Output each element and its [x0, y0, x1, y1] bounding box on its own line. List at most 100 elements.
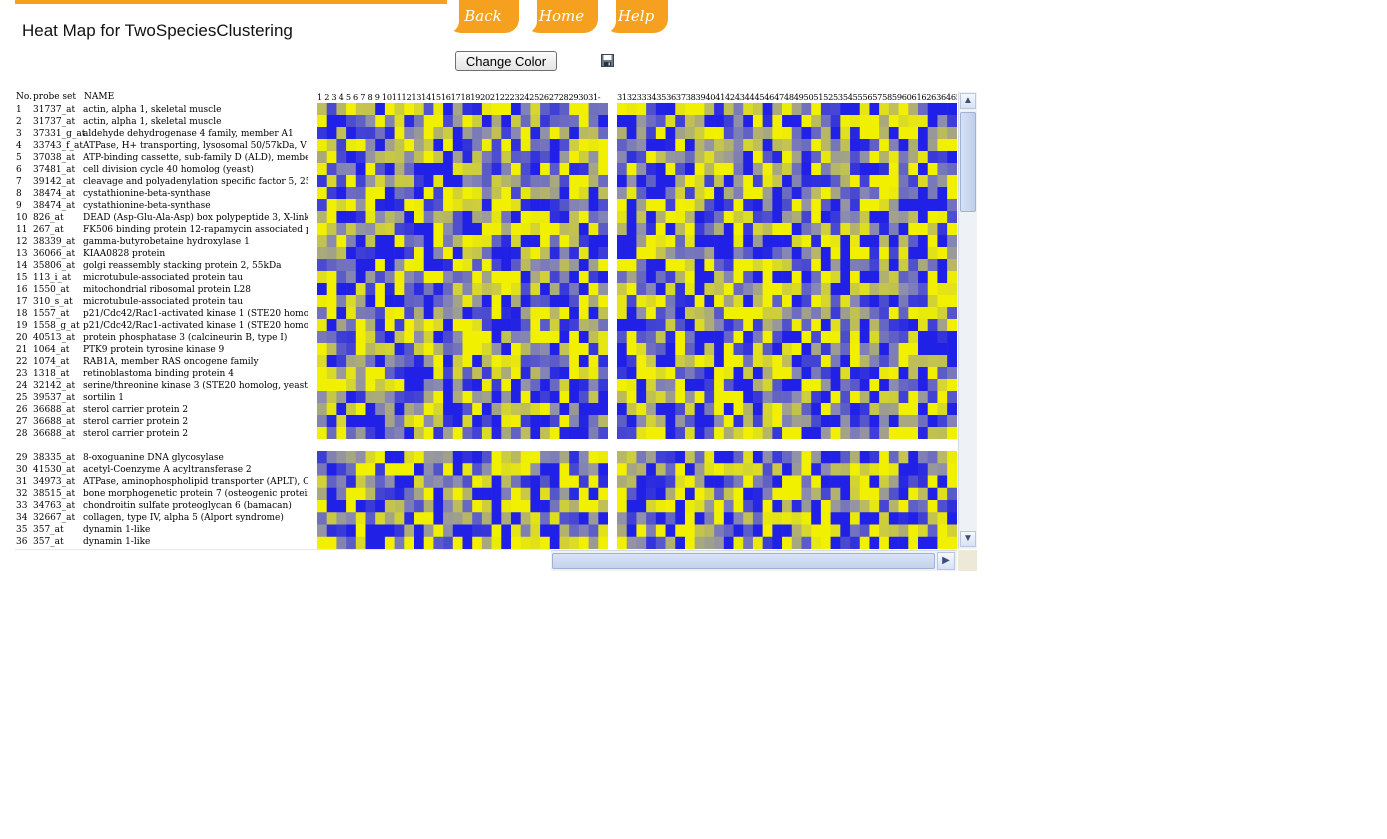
horizontal-scroll-thumb[interactable] — [552, 553, 935, 569]
heatmap-cell — [384, 487, 395, 501]
heatmap-cell — [830, 331, 841, 344]
heatmap-cell — [918, 187, 929, 200]
heatmap-cell — [626, 139, 637, 152]
probe-set: 34763_at — [33, 501, 76, 511]
heatmap-cell — [879, 139, 890, 152]
heatmap-cells — [317, 103, 609, 440]
heatmap-cell — [704, 403, 715, 416]
heatmap-cell — [443, 475, 454, 489]
heatmap-cell — [850, 199, 861, 212]
scroll-down-icon[interactable]: ▼ — [960, 531, 976, 547]
heatmap-cell — [326, 259, 337, 272]
heatmap-cell — [655, 151, 666, 164]
heatmap-cell — [898, 379, 909, 392]
heatmap-cell — [404, 451, 415, 464]
gene-name: PTK9 protein tyrosine kinase 9 — [83, 345, 225, 355]
heatmap-cell — [636, 271, 647, 284]
heatmap-cell — [326, 512, 337, 525]
heatmap-cell — [830, 151, 841, 164]
heatmap-cell — [791, 235, 802, 248]
change-color-button[interactable]: Change Color — [455, 51, 557, 71]
heatmap-cell — [801, 319, 812, 332]
heatmap-cell — [404, 199, 415, 212]
heatmap-cell — [414, 151, 424, 164]
floppy-disk-icon[interactable] — [601, 54, 614, 67]
heatmap-cell — [743, 223, 754, 236]
heatmap-cell — [598, 355, 609, 368]
heatmap-cell — [752, 451, 763, 464]
heatmap-cell — [520, 223, 531, 236]
heatmap-cell — [752, 295, 763, 308]
heatmap-cell — [947, 295, 958, 308]
heatmap-cell — [830, 500, 841, 513]
heatmap-cell — [694, 391, 705, 404]
heatmap-cell — [947, 331, 958, 344]
back-button[interactable]: Back — [447, 0, 519, 33]
heatmap-cell — [598, 536, 609, 550]
heatmap-cell — [782, 475, 793, 489]
heatmap-cell — [365, 175, 376, 188]
heatmap-cell — [898, 223, 909, 236]
heatmap-cell — [530, 463, 541, 476]
scroll-up-icon[interactable]: ▲ — [960, 93, 976, 109]
heatmap-cell — [530, 163, 541, 176]
heatmap-cell — [772, 127, 783, 140]
heatmap-cell — [549, 451, 560, 464]
heatmap-cell — [791, 247, 802, 260]
heatmap-cell — [888, 271, 899, 284]
heatmap-cell — [850, 415, 861, 428]
heatmap-cell — [830, 115, 841, 128]
heatmap-cell — [355, 127, 366, 140]
heatmap-cell — [569, 536, 580, 550]
horizontal-scrollbar[interactable]: ▶ — [551, 550, 957, 571]
heatmap-cell — [520, 247, 531, 260]
heatmap-cell — [355, 307, 366, 320]
heatmap-cell — [414, 331, 424, 344]
heatmap-cell — [646, 139, 657, 152]
heatmap-cell — [859, 283, 870, 296]
heatmap-cell — [636, 235, 647, 248]
heatmap-cell — [346, 451, 357, 464]
heatmap-cell — [598, 331, 609, 344]
probe-set: 38335_at — [33, 453, 76, 463]
heatmap-cell — [491, 391, 502, 404]
heatmap-cell — [733, 187, 744, 200]
heatmap-cell — [433, 223, 444, 236]
heatmap-cell — [762, 295, 773, 308]
heatmap-cell — [752, 151, 763, 164]
heatmap-cell — [423, 295, 434, 308]
home-button[interactable]: Home — [525, 0, 598, 33]
heatmap-cell — [801, 427, 812, 440]
heatmap-cell — [791, 307, 802, 320]
heatmap-cell — [626, 331, 637, 344]
heatmap-cell — [791, 223, 802, 236]
heatmap-cell — [801, 379, 812, 392]
heatmap-cell — [636, 500, 647, 513]
heatmap-cell — [375, 415, 386, 428]
heatmap-cell — [927, 500, 938, 513]
heatmap-cell — [684, 415, 695, 428]
heatmap-cell — [820, 500, 831, 513]
help-button[interactable]: Help — [604, 0, 668, 33]
heatmap-cell — [472, 355, 483, 368]
heatmap-cell — [559, 163, 570, 176]
heatmap-cell — [684, 512, 695, 525]
scroll-right-icon[interactable]: ▶ — [937, 552, 955, 570]
vertical-scrollbar[interactable]: ▲ ▼ — [958, 92, 977, 549]
heatmap-cell — [355, 187, 366, 200]
heatmap-cell — [898, 391, 909, 404]
heatmap-cell — [559, 199, 570, 212]
heatmap-cell — [840, 379, 851, 392]
vertical-scroll-thumb[interactable] — [960, 112, 976, 212]
heatmap-cell — [782, 403, 793, 416]
heatmap-cell — [355, 295, 366, 308]
heatmap-cell — [346, 331, 357, 344]
heatmap-cell — [830, 451, 841, 464]
heatmap-cell — [723, 463, 734, 476]
heatmap-cell — [481, 367, 492, 380]
heatmap-cell — [646, 163, 657, 176]
heatmap-cell — [908, 487, 919, 501]
heatmap-cell — [404, 307, 415, 320]
heatmap-cell — [530, 487, 541, 501]
heatmap-cell — [918, 139, 929, 152]
